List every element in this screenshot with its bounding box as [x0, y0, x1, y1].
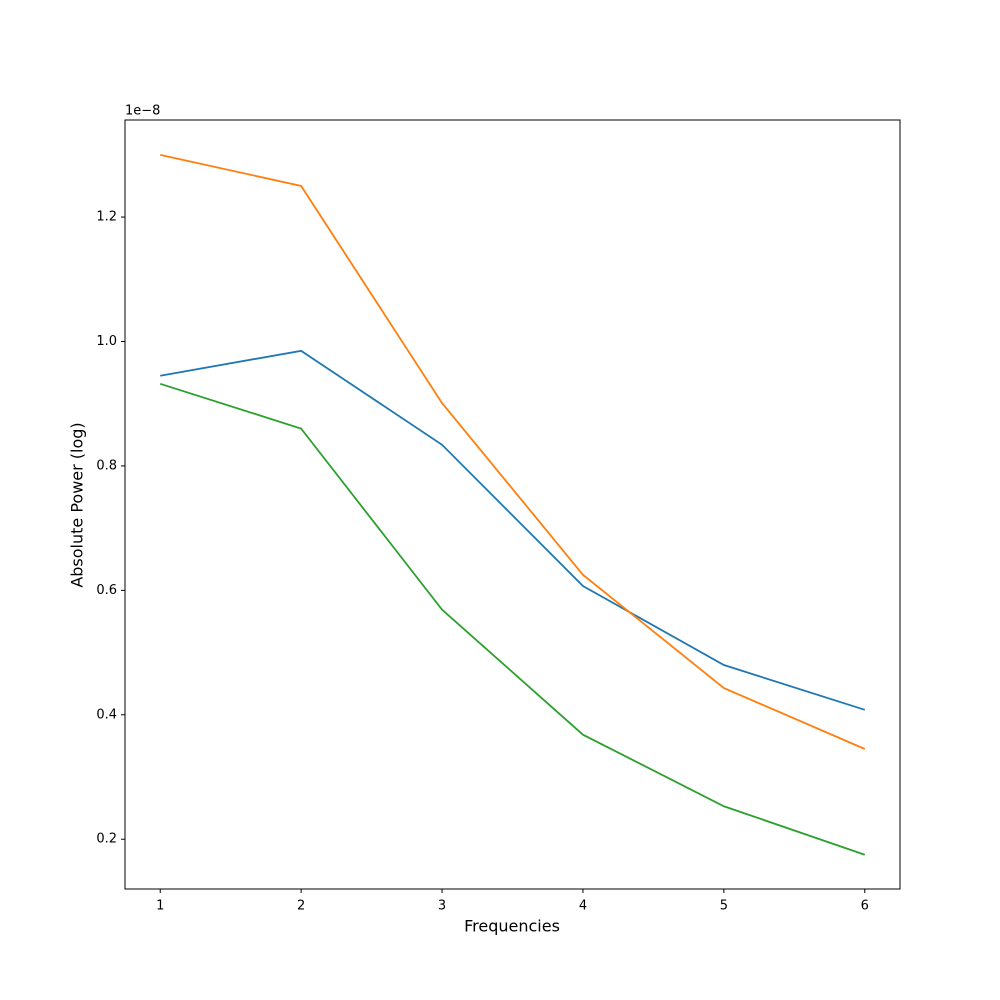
x-tick-label: 4: [579, 899, 587, 914]
x-tick-label: 5: [720, 899, 728, 914]
x-tick-label: 2: [297, 899, 305, 914]
series-line: [160, 153, 866, 750]
x-tick-label: 1: [156, 899, 164, 914]
y-tick-label: 0.6: [96, 583, 117, 598]
y-tick-label: 0.8: [96, 458, 117, 473]
y-offset-text: 1e−8: [125, 104, 160, 119]
series-line: [160, 349, 866, 711]
y-tick-label: 1.0: [96, 334, 117, 349]
series-line: [159, 382, 866, 856]
x-tick-label: 3: [438, 899, 446, 914]
y-axis-label: Absolute Power (log): [68, 422, 87, 587]
y-tick-label: 0.2: [96, 832, 117, 847]
y-tick-label: 1.2: [96, 210, 117, 225]
y-tick-label: 0.4: [96, 707, 117, 722]
x-tick-label: 6: [861, 899, 869, 914]
axes-frame: [124, 119, 901, 890]
x-axis-label: Frequencies: [464, 917, 560, 936]
